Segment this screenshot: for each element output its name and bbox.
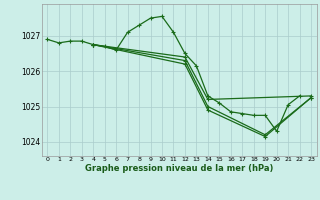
X-axis label: Graphe pression niveau de la mer (hPa): Graphe pression niveau de la mer (hPa): [85, 164, 273, 173]
